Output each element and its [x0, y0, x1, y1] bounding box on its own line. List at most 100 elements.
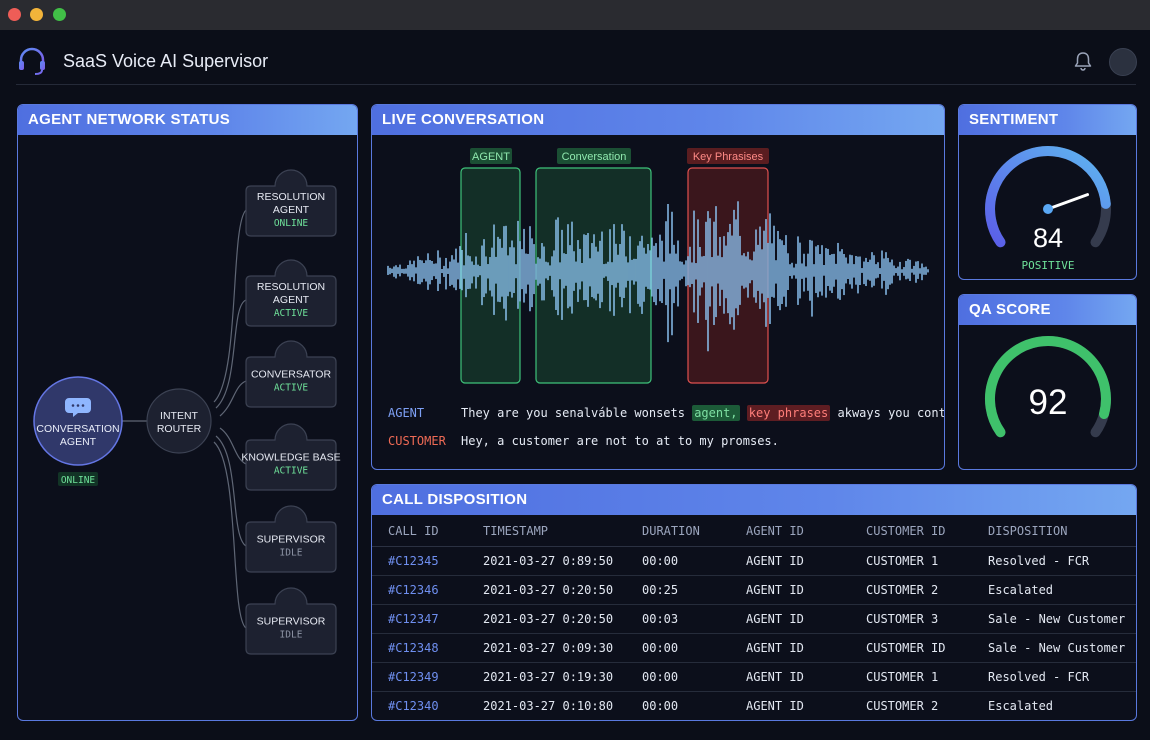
- column-header[interactable]: DISPOSITION: [972, 516, 1136, 547]
- table-row[interactable]: #C12340 2021-03-27 0:10:80 00:00 AGENT ID CU…: [372, 691, 1136, 720]
- call-disposition-table: CALL ID TIMESTAMP DURATION AGENT ID CUSTOMER…: [372, 516, 1136, 720]
- table-cell: 00:00: [626, 546, 730, 576]
- call-id-link[interactable]: #C12349: [372, 662, 467, 692]
- tag-label: Conversation: [562, 151, 627, 163]
- qa-score-value: 92: [1029, 383, 1068, 422]
- node-label: AGENT: [60, 436, 97, 448]
- agent-node-card: [245, 505, 337, 573]
- node-label: SUPERVISOR: [257, 616, 326, 628]
- table-cell: 2021-03-27 0:19:30: [467, 662, 626, 692]
- transcript-line-agent: AGENT They are you senalváble wonsets ag…: [388, 403, 944, 431]
- column-header[interactable]: CUSTOMER ID: [850, 516, 972, 547]
- avatar[interactable]: [1109, 48, 1137, 76]
- table-row[interactable]: #C12346 2021-03-27 0:20:50 00:25 AGENT ID CU…: [372, 575, 1136, 605]
- agent-node-card: [245, 587, 337, 655]
- call-id-link[interactable]: #C12346: [372, 575, 467, 605]
- node-label: RESOLUTION: [257, 191, 325, 203]
- transcript-fragment: akways you contact…: [837, 406, 945, 420]
- window-titlebar: [0, 0, 1150, 30]
- table-cell: 00:00: [626, 662, 730, 692]
- table-row[interactable]: #C12349 2021-03-27 0:19:30 00:00 AGENT ID CU…: [372, 662, 1136, 692]
- table-cell: CUSTOMER 2: [850, 575, 972, 605]
- column-header[interactable]: DURATION: [626, 516, 730, 547]
- panel-title: LIVE CONVERSATION: [372, 105, 944, 135]
- agent-node-card: [245, 340, 337, 408]
- connector: [219, 427, 247, 465]
- column-header[interactable]: TIMESTAMP: [467, 516, 626, 547]
- call-id-link[interactable]: #C12347: [372, 604, 467, 634]
- gauge-fill: [985, 335, 1111, 438]
- table-row[interactable]: #C12348 2021-03-27 0:09:30 00:00 AGENT ID CU…: [372, 633, 1136, 663]
- node-label: CONVERSATOR: [251, 369, 332, 381]
- table-cell: CUSTOMER 3: [850, 604, 972, 634]
- conversation-segment-tag[interactable]: Conversation: [557, 148, 631, 164]
- tag-background: [557, 148, 631, 164]
- intent-router-node[interactable]: INTENT ROUTER: [146, 388, 212, 454]
- conversation-agent-circle: [33, 376, 123, 466]
- table-row[interactable]: #C12345 2021-03-27 0:89:50 00:00 AGENT ID CU…: [372, 546, 1136, 576]
- call-id-link[interactable]: #C12348: [372, 633, 467, 663]
- header-divider: [16, 84, 1136, 85]
- panel-title: CALL DISPOSITION: [372, 485, 1136, 515]
- connector: [215, 435, 247, 547]
- speaker-label-agent: AGENT: [388, 406, 425, 420]
- table-cell: CUSTOMER 1: [850, 662, 972, 692]
- sentiment-label: POSITIVE: [1022, 259, 1075, 272]
- tag-background: [470, 148, 512, 164]
- table-cell: Escalated: [972, 575, 1136, 605]
- connector: [215, 299, 247, 409]
- table-cell: 2021-03-27 0:20:50: [467, 604, 626, 634]
- call-id-link[interactable]: #C12340: [388, 698, 439, 713]
- minimize-window-button[interactable]: [30, 8, 43, 21]
- table-cell: Escalated: [988, 698, 1054, 713]
- agent-node-5[interactable]: SUPERVISOR IDLE: [245, 505, 337, 573]
- app-header: SaaS Voice AI Supervisor: [0, 30, 1150, 86]
- node-label: SUPERVISOR: [257, 534, 326, 546]
- qa-score-gauge: 92: [985, 335, 1111, 438]
- chat-bubble-icon: [65, 398, 91, 417]
- audio-waveform: [387, 201, 929, 352]
- transcript-fragment: They are you senalváble wonsets: [461, 406, 693, 420]
- agent-keyword-highlight: agent,: [692, 405, 740, 421]
- panel-title: SENTIMENT: [959, 105, 1136, 135]
- agent-node-3[interactable]: CONVERSATOR ACTIVE: [245, 340, 337, 408]
- agent-node-4[interactable]: KNOWLEDGE BASE ACTIVE: [241, 423, 341, 491]
- table-row[interactable]: #C12347 2021-03-27 0:20:50 00:03 AGENT ID CU…: [372, 604, 1136, 634]
- call-disposition-panel: CALL DISPOSITION CALL ID TIMESTAMP DURATIO…: [371, 484, 1137, 721]
- tag-label: AGENT: [472, 151, 510, 163]
- table-cell: 2021-03-27 0:09:30: [467, 633, 626, 663]
- table-cell: Resolved - FCR: [972, 662, 1136, 692]
- column-header[interactable]: AGENT ID: [730, 516, 850, 547]
- badge-text: ONLINE: [61, 475, 96, 486]
- node-status: ACTIVE: [274, 383, 309, 394]
- node-label: CONVERSATION: [36, 423, 119, 435]
- transcript-line-customer: CUSTOMER Hey, a customer are not to at t…: [388, 431, 933, 459]
- tag-label: Key Phrasises: [693, 151, 764, 163]
- tag-background: [687, 148, 769, 164]
- gauge-pivot: [1043, 204, 1053, 214]
- conversation-agent-node[interactable]: CONVERSATION AGENT: [33, 376, 123, 466]
- gauge-needle: [1046, 193, 1089, 211]
- table-header-row: CALL ID TIMESTAMP DURATION AGENT ID CUSTOMER…: [372, 516, 1136, 547]
- close-window-button[interactable]: [8, 8, 21, 21]
- table-cell: Resolved - FCR: [972, 546, 1136, 576]
- bell-icon[interactable]: [1072, 50, 1094, 72]
- key-phrases-segment-tag[interactable]: Key Phrasises: [687, 148, 769, 164]
- agent-node-6[interactable]: SUPERVISOR IDLE: [245, 587, 337, 655]
- live-conversation-panel: LIVE CONVERSATION AGENT Conversation Key…: [371, 104, 945, 470]
- call-id-link[interactable]: #C12345: [372, 546, 467, 576]
- badge-background: [58, 472, 98, 486]
- column-header[interactable]: CALL ID: [372, 516, 467, 547]
- waveform-visualizer: AGENT Conversation Key Phrasises: [387, 148, 929, 384]
- node-label: AGENT: [273, 204, 310, 216]
- table-cell: 00:00: [642, 698, 679, 713]
- network-connectors: [122, 209, 247, 629]
- table-cell: CUSTOMER 2: [866, 698, 939, 713]
- maximize-window-button[interactable]: [53, 8, 66, 21]
- table-cell: AGENT ID: [730, 662, 850, 692]
- agent-segment-tag[interactable]: AGENT: [470, 148, 512, 164]
- node-status: ACTIVE: [274, 466, 309, 477]
- table-cell: 00:00: [626, 633, 730, 663]
